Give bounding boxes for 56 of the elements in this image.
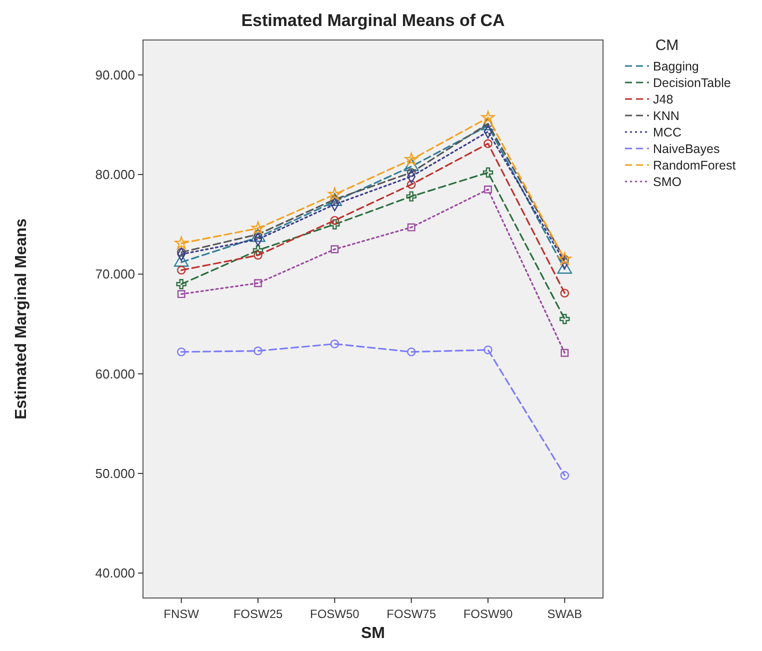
- point: [174, 236, 188, 249]
- x-tick-label: FOSW25: [233, 607, 283, 621]
- y-tick-label: 90.000: [95, 67, 135, 82]
- legend-label: KNN: [653, 108, 680, 123]
- y-tick-label: 60.000: [95, 366, 135, 382]
- point: [330, 219, 340, 230]
- point: [176, 279, 186, 290]
- point: [254, 279, 262, 288]
- x-tick-label: FOSW50: [310, 607, 360, 621]
- point: [484, 186, 492, 194]
- point: [254, 250, 262, 260]
- y-axis-title: Estimated Marginal Means: [13, 218, 30, 420]
- legend-label: J48: [653, 92, 674, 106]
- legend-label: NaiveBayes: [653, 142, 720, 156]
- x-tick-label: FOSW90: [463, 607, 513, 621]
- point: [407, 223, 416, 232]
- legend-title: CM: [655, 37, 679, 54]
- point: [252, 245, 264, 256]
- y-tick-label: 70.000: [95, 266, 135, 282]
- point: [176, 266, 186, 275]
- point: [484, 346, 492, 354]
- chart-title: Estimated Marginal Means of CA: [241, 11, 505, 30]
- x-axis-title: SM: [361, 625, 385, 642]
- point: [406, 180, 416, 189]
- legend-label: MCC: [653, 125, 682, 140]
- x-tick-label: FOSW75: [386, 607, 436, 621]
- legend-label: RandomForest: [653, 158, 736, 172]
- point: [330, 245, 339, 254]
- point: [560, 288, 570, 298]
- point: [330, 216, 340, 225]
- point: [560, 314, 570, 324]
- y-tick-label: 80.000: [95, 167, 135, 182]
- point: [558, 252, 572, 265]
- point: [406, 191, 416, 202]
- point: [404, 152, 418, 166]
- point: [560, 471, 570, 480]
- point: [177, 290, 186, 298]
- point: [254, 346, 262, 356]
- point: [176, 348, 186, 356]
- legend-label: SMO: [653, 174, 682, 189]
- legend-label: Bagging: [653, 59, 699, 74]
- point: [484, 139, 492, 148]
- point: [560, 348, 569, 357]
- point: [482, 167, 494, 178]
- point: [328, 188, 342, 200]
- y-tick-label: 40.000: [95, 566, 135, 581]
- point: [330, 340, 340, 348]
- legend-label: DecisionTable: [653, 76, 731, 90]
- point: [481, 110, 495, 124]
- point: [406, 348, 416, 356]
- x-tick-label: FNSW: [164, 607, 200, 621]
- point: [251, 221, 265, 234]
- y-tick-label: 50.000: [95, 466, 135, 481]
- point: [406, 168, 416, 177]
- x-tick-label: SWAB: [547, 607, 582, 621]
- point: [176, 248, 186, 257]
